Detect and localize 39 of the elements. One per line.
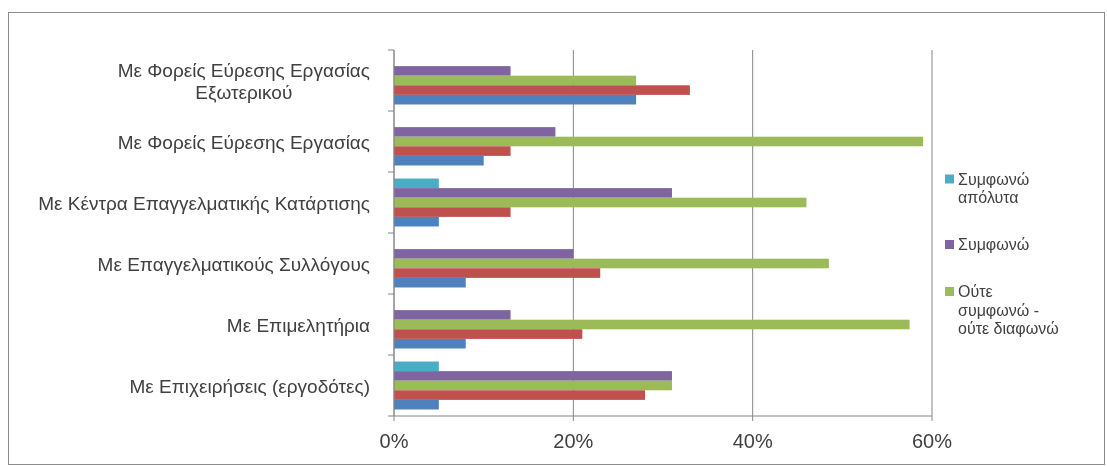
bar <box>394 338 466 349</box>
x-tick-label: 20% <box>553 430 594 452</box>
bar <box>394 329 583 339</box>
bar <box>394 197 807 208</box>
bar <box>394 268 601 278</box>
bar <box>394 178 439 189</box>
bar <box>394 380 672 391</box>
bar <box>394 249 574 259</box>
y-tick-label: Με Φορείς Εύρεσης Εργασίας Εξωτερικού <box>117 59 371 103</box>
bar <box>394 319 910 330</box>
legend-label: Ούτε συμφωνώ - ούτε διαφωνώ <box>958 283 1059 337</box>
bar <box>394 66 511 76</box>
bar <box>394 310 511 320</box>
bar <box>394 85 690 95</box>
x-tick-label: 0% <box>379 430 409 452</box>
bar <box>394 136 924 147</box>
legend-label: Συμφωνώ απόλυτα <box>958 170 1030 206</box>
bar <box>394 258 829 269</box>
bar <box>394 390 646 400</box>
bar <box>394 75 637 86</box>
bar <box>394 361 439 372</box>
legend-label: Συμφωνώ <box>958 236 1030 253</box>
y-tick-label: Με Φορείς Εύρεσης Εργασίας <box>117 131 371 153</box>
bar <box>394 146 511 156</box>
bar <box>394 207 511 217</box>
bar <box>394 277 466 288</box>
y-tick-label: Με Επιμελητήρια <box>226 314 371 336</box>
x-tick-label: 60% <box>911 430 953 452</box>
bar <box>394 216 439 227</box>
bar <box>394 94 637 105</box>
y-tick-label: Με Επιχειρήσεις (εργοδότες) <box>129 375 370 397</box>
y-tick-label: Με Επαγγελματικούς Συλλόγους <box>97 253 371 275</box>
bar <box>394 188 672 198</box>
bar <box>394 399 439 410</box>
y-tick-label: Με Κέντρα Επαγγελματικής Κατάρτισης <box>38 192 371 214</box>
bar <box>394 371 672 381</box>
bar <box>394 127 556 137</box>
x-tick-label: 40% <box>732 430 773 452</box>
bar <box>394 155 484 166</box>
